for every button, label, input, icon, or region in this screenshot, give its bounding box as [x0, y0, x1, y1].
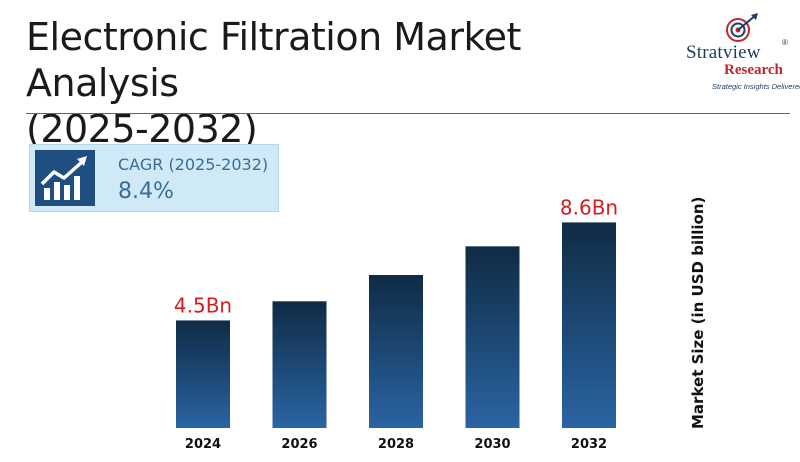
y-axis-label: Market Size (in USD billion) [689, 196, 707, 429]
page-title: Electronic Filtration Market Analysis (2… [26, 14, 666, 152]
x-tick-2030: 2030 [474, 437, 510, 452]
logo-brand-top: Stratview [686, 42, 761, 63]
x-tick-2028: 2028 [378, 437, 414, 452]
stratview-logo: Stratview ® Research Strategic Insights … [678, 12, 800, 92]
bar-2030 [465, 246, 520, 428]
x-tick-2026: 2026 [281, 437, 317, 452]
x-tick-2032: 2032 [571, 437, 607, 452]
title-line-1: Electronic Filtration Market Analysis [26, 15, 521, 105]
logo-registered-mark: ® [782, 38, 788, 47]
growth-chart-icon [35, 150, 95, 206]
data-label-2024: 4.5Bn [174, 293, 232, 317]
data-label-2032: 8.6Bn [560, 195, 618, 219]
cagr-label: CAGR (2025-2032) [118, 155, 269, 174]
x-tick-2024: 2024 [185, 437, 221, 452]
logo-brand-bottom: Research [724, 62, 783, 78]
title-line-2: (2025-2032) [26, 107, 258, 151]
cagr-box: CAGR (2025-2032) 8.4% [29, 144, 279, 212]
bar-2026 [272, 301, 327, 428]
logo-tagline: Strategic Insights Delivered [712, 82, 800, 91]
cagr-value: 8.4% [118, 179, 174, 204]
bar-2028 [369, 275, 423, 428]
title-divider [26, 113, 790, 114]
target-arrow-icon [726, 13, 758, 42]
bar-2032 [562, 222, 616, 428]
bar-2024 [176, 320, 230, 428]
